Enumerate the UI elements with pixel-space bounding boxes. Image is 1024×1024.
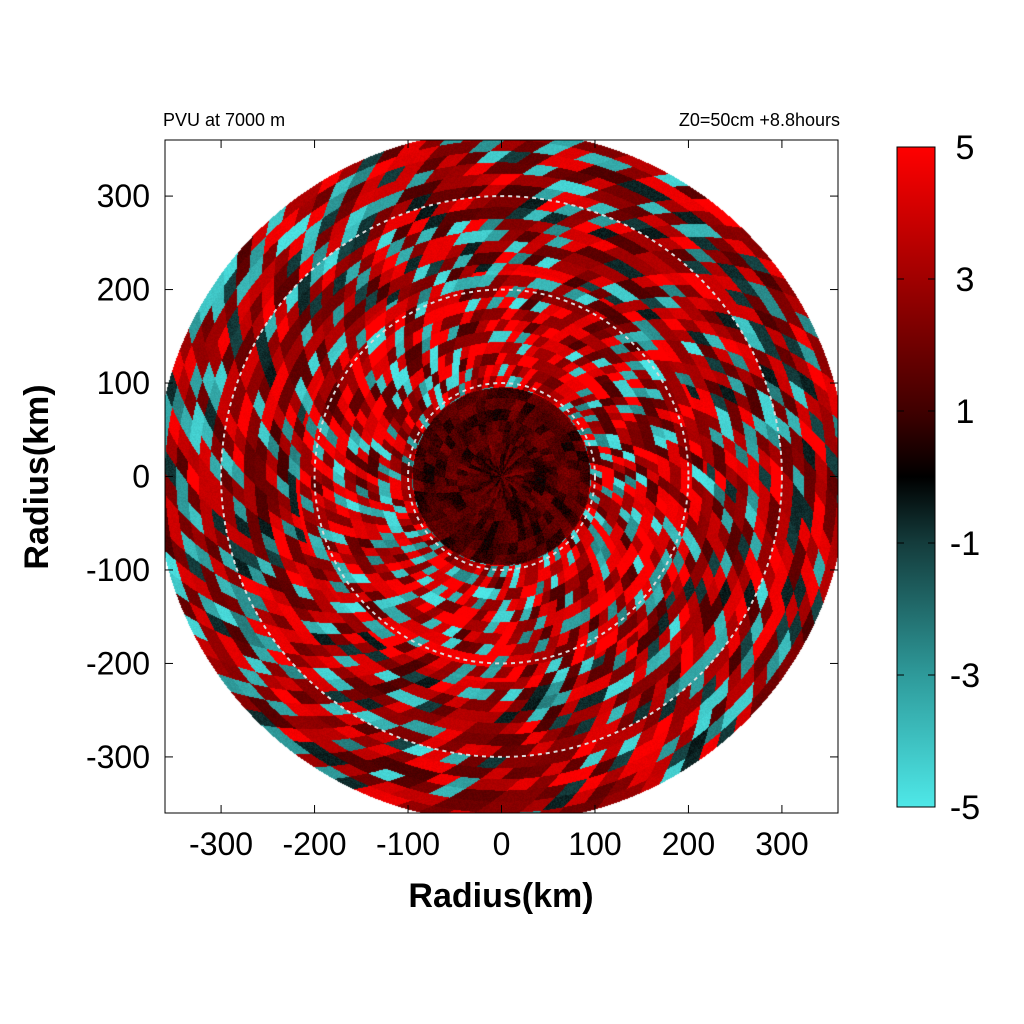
- x-tick-label: 300: [755, 826, 808, 862]
- x-axis-label: Radius(km): [408, 877, 593, 915]
- colorbar-tick-label: 3: [956, 261, 975, 299]
- y-tick-label: 200: [97, 272, 150, 308]
- reference-circle-300km: [220, 195, 783, 758]
- y-tick-label: -200: [86, 645, 150, 681]
- colorbar-tick-label: 5: [956, 129, 975, 167]
- x-tick-label: -200: [283, 826, 347, 862]
- reference-circle-200km: [313, 288, 690, 665]
- x-tick-label: -300: [189, 826, 253, 862]
- chart-title-right: Z0=50cm +8.8hours: [679, 110, 840, 130]
- colorbar-ticks: 5 3 1 -1 -3 -5: [897, 129, 980, 827]
- x-tick-label: 200: [662, 826, 715, 862]
- y-tick-label: 100: [97, 365, 150, 401]
- x-tick-label: 100: [568, 826, 621, 862]
- colorbar-tick-label: -5: [950, 789, 980, 827]
- colorbar-tick-label: 1: [956, 393, 975, 431]
- axis-ticks: -300 -200 -100 0 100 200 300 300 200 100 0 -100 -200…: [86, 140, 838, 862]
- y-tick-label: 300: [97, 178, 150, 214]
- colorbar-tick-label: -1: [950, 525, 980, 563]
- x-tick-label: 0: [493, 826, 511, 862]
- x-tick-label: -100: [376, 826, 440, 862]
- colorbar: [896, 146, 936, 808]
- chart-title-left: PVU at 7000 m: [163, 110, 285, 130]
- y-tick-label: -300: [86, 739, 150, 775]
- colorbar-tick-label: -3: [950, 657, 980, 695]
- y-tick-label: 0: [132, 459, 150, 495]
- reference-circles: [220, 195, 783, 758]
- y-tick-label: -100: [86, 552, 150, 588]
- y-axis-label: Radius(km): [18, 384, 56, 569]
- reference-circle-100km: [407, 382, 596, 571]
- pv-field: [165, 140, 838, 813]
- pv-field-raster: [165, 140, 838, 813]
